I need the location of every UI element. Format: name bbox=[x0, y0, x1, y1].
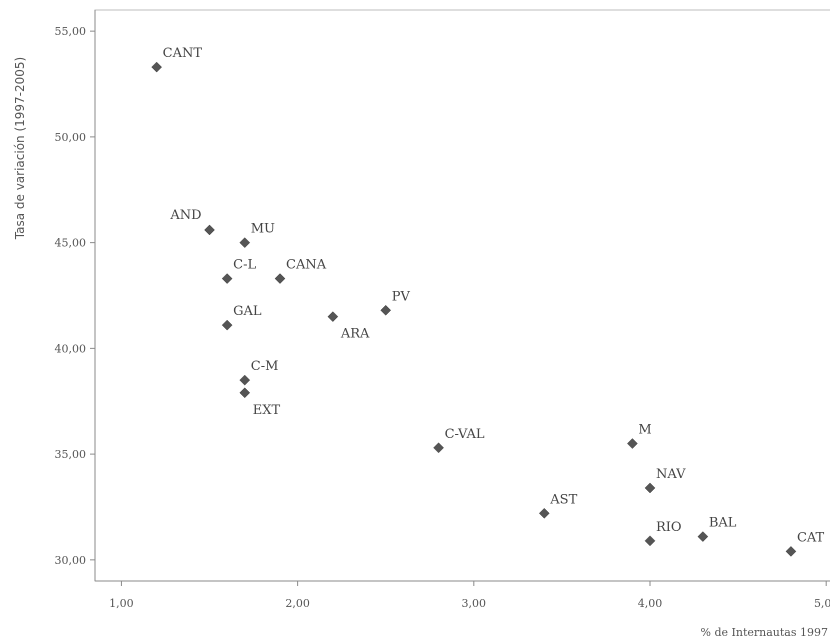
data-point-marker bbox=[239, 374, 251, 386]
data-point-marker bbox=[274, 273, 286, 284]
data-point-label: M bbox=[638, 423, 651, 438]
data-point-label: PV bbox=[392, 289, 411, 304]
data-point-marker bbox=[327, 311, 339, 323]
x-tick-label: 4,00 bbox=[638, 597, 663, 610]
data-point-marker bbox=[239, 237, 251, 248]
y-axis-label: Tasa de variación (1997-2005) bbox=[13, 57, 27, 240]
data-point-label: RIO bbox=[656, 520, 682, 535]
data-point-label: C-VAL bbox=[445, 427, 485, 442]
data-point-marker bbox=[538, 507, 550, 519]
y-tick-label: 40,00 bbox=[55, 342, 87, 355]
plot-frame bbox=[94, 9, 830, 582]
x-tick-label: 1,00 bbox=[109, 597, 134, 610]
data-point-label: NAV bbox=[656, 467, 686, 482]
y-tick-label: 45,00 bbox=[55, 237, 87, 250]
data-point-marker bbox=[221, 273, 233, 284]
data-point-label: AST bbox=[549, 492, 577, 507]
y-tick-label: 30,00 bbox=[55, 554, 87, 567]
data-point-marker bbox=[239, 387, 251, 399]
x-axis-label: % de Internautas 1997 bbox=[701, 626, 828, 639]
data-point-label: CANA bbox=[286, 258, 327, 273]
data-point-marker bbox=[785, 546, 797, 557]
x-tick-label: 3,00 bbox=[462, 597, 487, 610]
data-point-label: C-M bbox=[251, 359, 279, 374]
data-point-label: CAT bbox=[797, 530, 825, 545]
data-point-marker bbox=[151, 61, 163, 73]
data-point-marker bbox=[433, 442, 444, 454]
y-tick-label: 50,00 bbox=[55, 131, 87, 144]
data-point-marker bbox=[627, 438, 638, 449]
data-point-label: GAL bbox=[233, 304, 262, 319]
x-tick-label: 2,00 bbox=[285, 597, 310, 610]
data-point-marker bbox=[644, 482, 656, 494]
data-point-marker bbox=[380, 304, 392, 316]
x-tick-label: 5,00 bbox=[814, 597, 830, 610]
y-tick-label: 55,00 bbox=[55, 25, 87, 38]
data-point-label: MU bbox=[251, 222, 275, 237]
data-point-label: AND bbox=[169, 208, 201, 223]
data-point-marker bbox=[204, 224, 215, 236]
y-tick-label: 35,00 bbox=[55, 448, 87, 461]
data-points: CANT AND MU C-L CANA GAL ARA PV C-M EXT C-VAL M NAV A… bbox=[151, 46, 825, 557]
data-point-marker bbox=[644, 535, 656, 547]
x-axis-ticks: 1,00 2,00 3,00 4,00 5,00 bbox=[109, 581, 830, 610]
data-point-label: BAL bbox=[709, 516, 737, 531]
data-point-marker bbox=[221, 319, 233, 331]
data-point-label: C-L bbox=[233, 258, 256, 273]
data-point-label: EXT bbox=[253, 403, 281, 418]
y-axis-ticks: 30,00 35,00 40,00 45,00 50,00 55,00 bbox=[55, 25, 95, 567]
data-point-label: ARA bbox=[340, 327, 370, 342]
data-point-label: CANT bbox=[163, 46, 203, 61]
data-point-marker bbox=[697, 531, 709, 542]
